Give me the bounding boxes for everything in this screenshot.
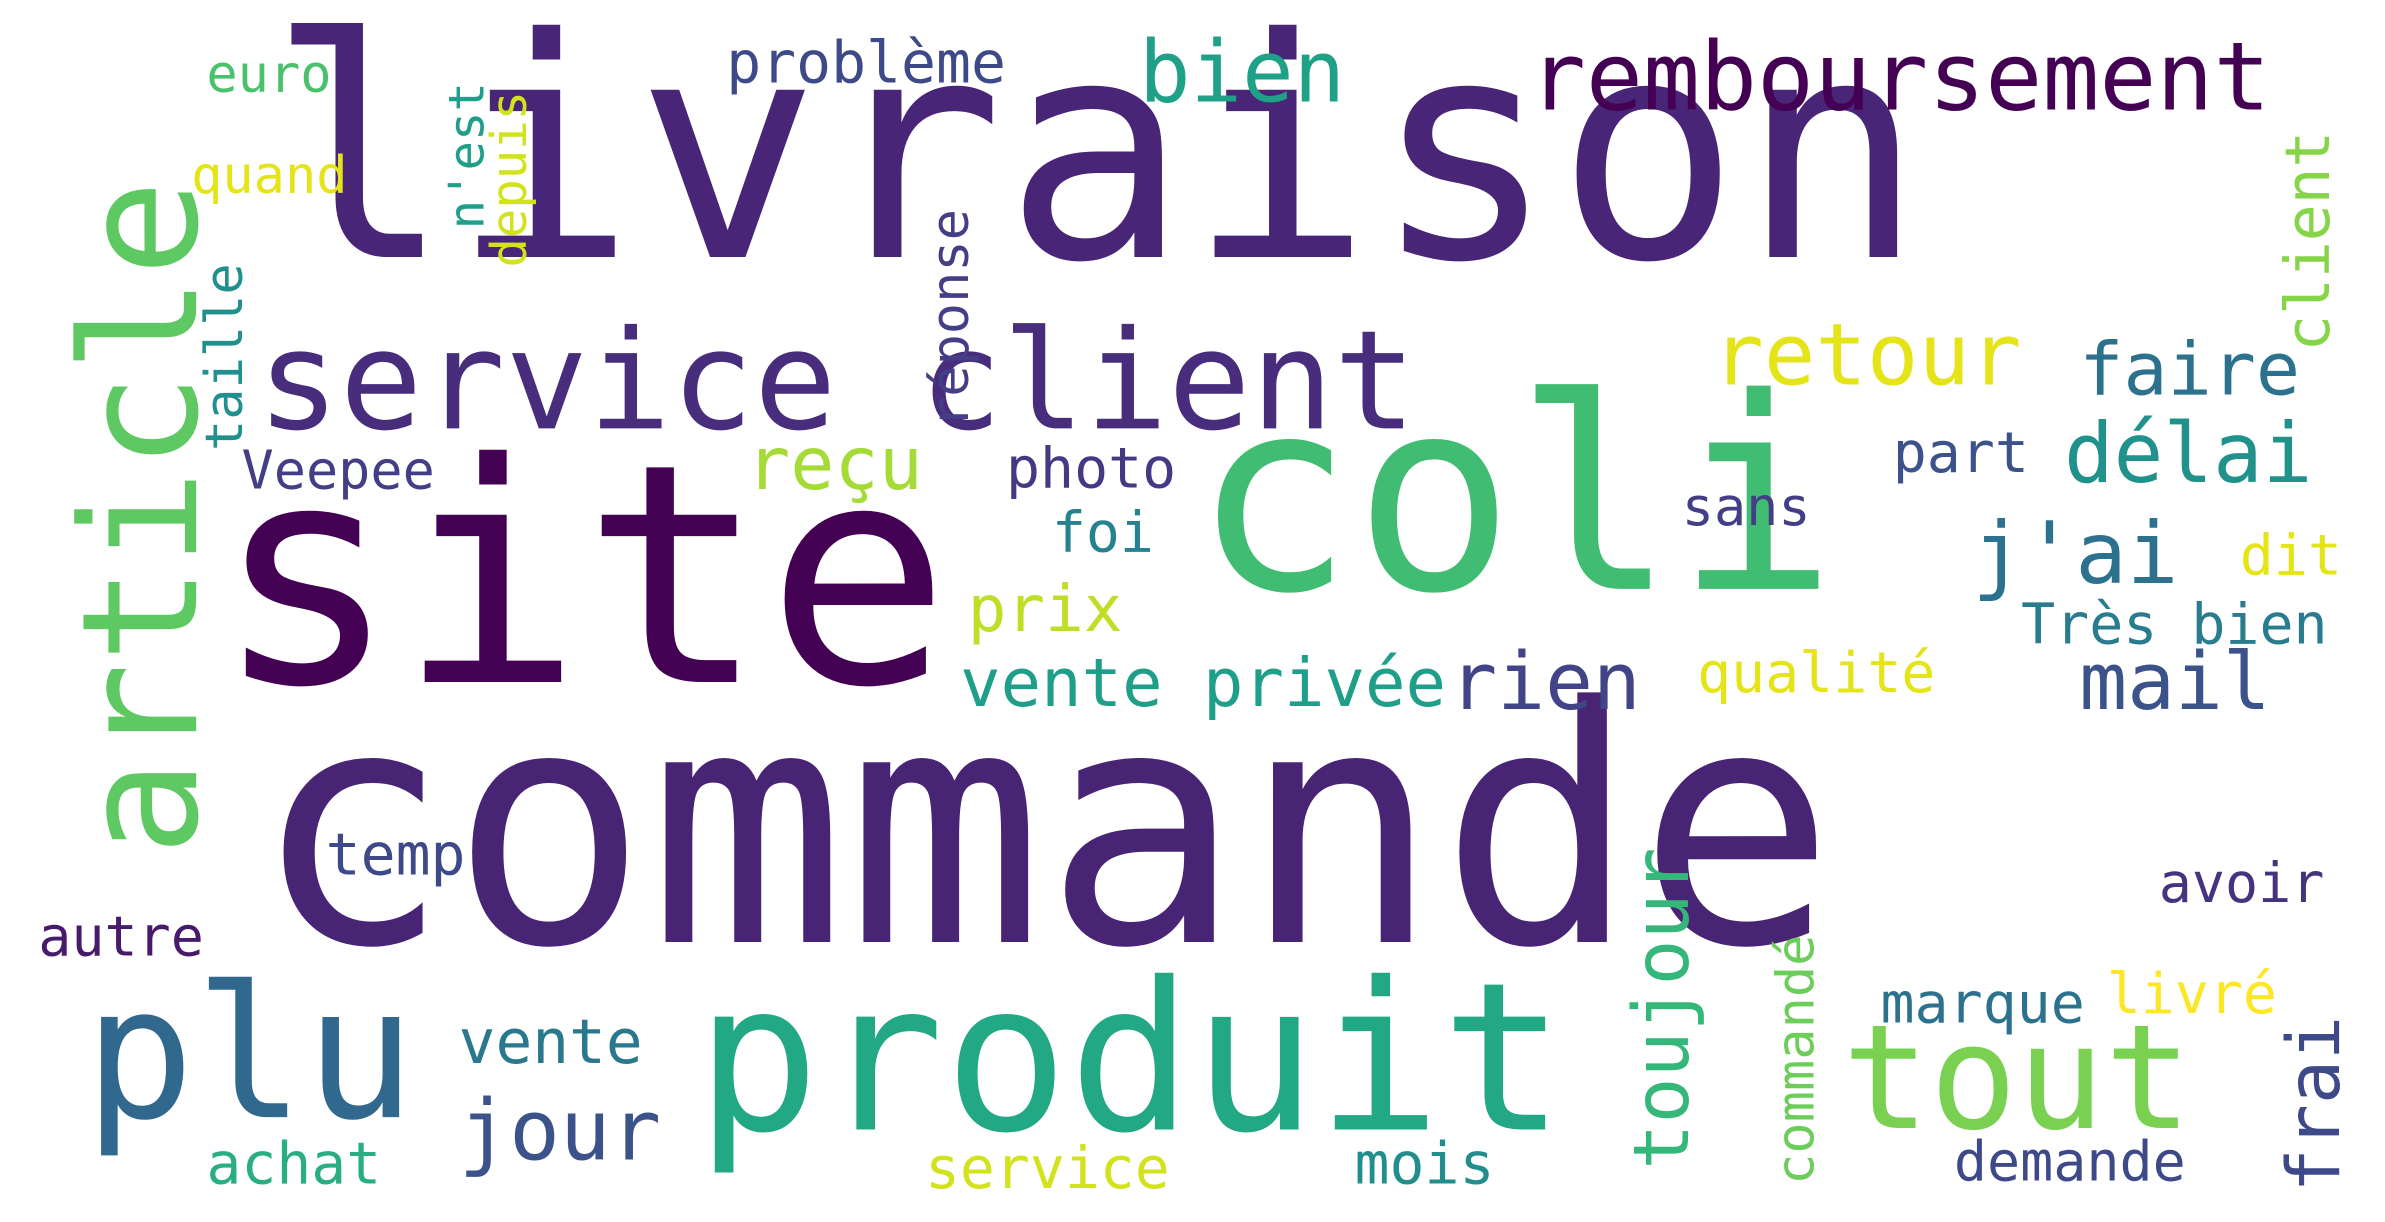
word-toujour: toujour: [1618, 847, 1708, 1170]
word-bien: bien: [1138, 23, 1346, 123]
word-delai: délai: [2063, 405, 2313, 502]
word-veepee: Veepee: [241, 438, 435, 502]
word-plu: plu: [84, 948, 416, 1162]
word-part: part: [1892, 420, 2029, 487]
word-achat: achat: [206, 1129, 382, 1198]
word-site: site: [214, 399, 951, 756]
word-jour: jour: [458, 1081, 662, 1180]
word-marque: marque: [1880, 970, 2085, 1037]
word-taille: taille: [194, 263, 255, 452]
word-quand: quand: [191, 145, 348, 206]
word-temp: temp: [325, 820, 466, 889]
word-livre: livré: [2106, 961, 2277, 1028]
word-demande: demande: [1953, 1129, 2186, 1194]
word-jai: j'ai: [1972, 505, 2179, 605]
word-recu: reçu: [746, 422, 923, 508]
word-sans: sans: [1681, 475, 1811, 539]
word-commande-2: commandé: [1766, 934, 1827, 1185]
word-depuis: depuis: [481, 90, 539, 268]
word-photo: photo: [1005, 435, 1177, 502]
word-reponse: réponse: [920, 209, 981, 429]
word-foi: foi: [1051, 499, 1154, 566]
word-service: service: [924, 1133, 1170, 1202]
word-coli: coli: [1192, 341, 1837, 653]
word-vente: vente: [458, 1007, 643, 1079]
word-tres-bien: Très bien: [2021, 591, 2328, 658]
word-remboursement: remboursement: [1528, 22, 2271, 133]
word-probleme: problème: [726, 28, 1006, 97]
word-qualite: qualité: [1697, 640, 1936, 707]
word-dit: dit: [2239, 522, 2342, 589]
word-prix: prix: [967, 571, 1123, 647]
word-euro: euro: [206, 44, 332, 105]
word-frai: frai: [2271, 1015, 2357, 1193]
word-client: client: [2272, 130, 2344, 352]
word-commande: commande: [252, 637, 1836, 1021]
word-service-client: service client: [256, 301, 1417, 462]
word-mois: mois: [1354, 1129, 1495, 1198]
word-rien: rien: [1449, 635, 1641, 729]
word-vente-privee: vente privée: [960, 643, 1446, 722]
word-mail: mail: [2079, 635, 2271, 729]
word-avoir: avoir: [2158, 851, 2325, 916]
word-tout: tout: [1842, 993, 2193, 1163]
word-faire: faire: [2079, 327, 2301, 413]
word-retour: retour: [1712, 306, 2022, 406]
word-produit: produit: [695, 937, 1566, 1179]
word-autre: autre: [38, 904, 204, 969]
word-livraison: livraison: [267, 0, 1925, 330]
